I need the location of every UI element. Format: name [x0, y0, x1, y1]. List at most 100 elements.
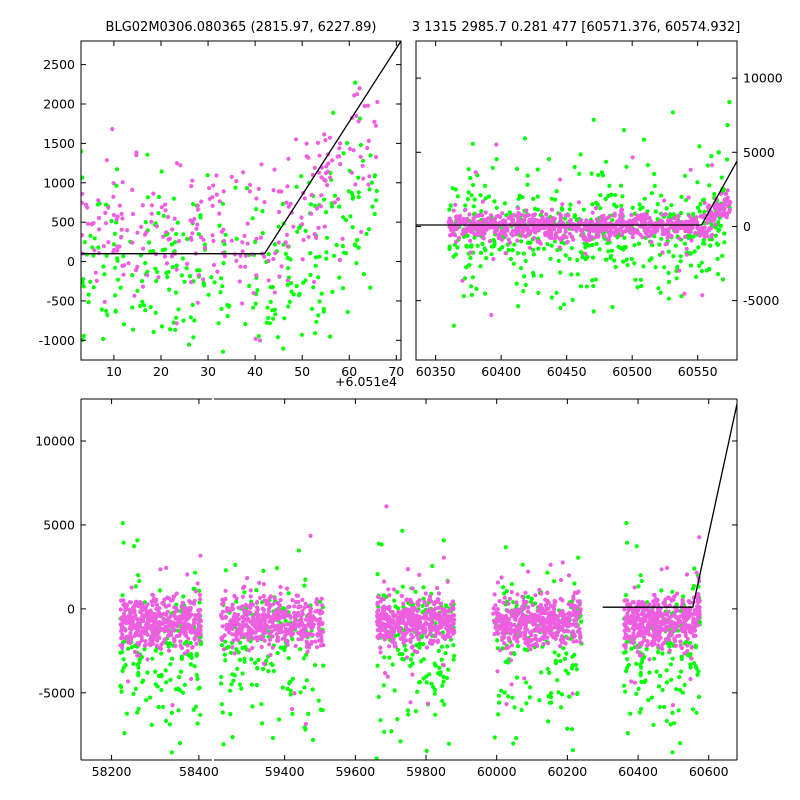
- data-point: [688, 226, 693, 231]
- data-point: [558, 305, 563, 311]
- data-point: [578, 640, 583, 645]
- data-point: [135, 641, 140, 646]
- data-point: [471, 182, 476, 188]
- data-point: [140, 279, 145, 284]
- data-point: [275, 600, 280, 606]
- data-point: [178, 639, 183, 644]
- data-point: [598, 219, 603, 224]
- data-point: [265, 305, 270, 310]
- data-point: [144, 230, 149, 235]
- data-point: [189, 184, 194, 189]
- data-point: [197, 612, 202, 617]
- data-point: [506, 635, 511, 640]
- data-point: [632, 261, 637, 266]
- data-point: [579, 619, 584, 624]
- data-point: [510, 248, 515, 253]
- data-point: [723, 191, 728, 196]
- data-point: [391, 618, 396, 623]
- data-point: [382, 604, 387, 609]
- data-point: [405, 708, 410, 713]
- data-point: [512, 634, 517, 639]
- data-point: [519, 707, 524, 713]
- data-point: [386, 635, 391, 640]
- data-point: [635, 649, 640, 655]
- data-point: [652, 171, 657, 177]
- data-point: [654, 669, 659, 674]
- data-point: [272, 611, 277, 616]
- data-point: [566, 671, 571, 676]
- data-point: [316, 275, 321, 280]
- data-point: [528, 685, 533, 690]
- data-point: [309, 211, 314, 216]
- data-point: [578, 609, 583, 614]
- data-point: [528, 630, 533, 635]
- data-point: [678, 741, 683, 746]
- data-point: [284, 609, 289, 614]
- data-point: [271, 602, 276, 607]
- data-point: [229, 682, 234, 687]
- data-point: [678, 669, 684, 674]
- data-point: [130, 240, 135, 245]
- data-point: [559, 640, 564, 645]
- data-point: [253, 660, 258, 666]
- data-point: [637, 653, 643, 658]
- data-point: [261, 661, 266, 666]
- data-point: [349, 170, 354, 175]
- data-point: [268, 637, 273, 642]
- data-point: [375, 602, 380, 607]
- data-point: [409, 632, 414, 637]
- data-point: [230, 602, 235, 607]
- data-point: [268, 285, 273, 290]
- data-point: [512, 616, 517, 621]
- data-point: [81, 333, 86, 338]
- data-point: [497, 599, 502, 604]
- data-point: [175, 220, 180, 225]
- data-point: [483, 291, 488, 296]
- data-point: [296, 610, 301, 616]
- data-point: [623, 649, 628, 655]
- data-point: [112, 231, 117, 236]
- data-point: [93, 270, 98, 275]
- data-point: [429, 681, 434, 686]
- data-point: [570, 297, 575, 303]
- data-point: [699, 268, 705, 274]
- data-point: [183, 630, 188, 635]
- data-point: [583, 257, 588, 262]
- data-point: [690, 644, 695, 650]
- data-point: [210, 233, 215, 238]
- data-point: [704, 268, 710, 273]
- data-point: [115, 277, 120, 282]
- data-point: [278, 597, 283, 603]
- data-point: [228, 688, 233, 693]
- data-point: [121, 322, 127, 327]
- data-point: [162, 617, 167, 622]
- data-point: [684, 252, 690, 257]
- data-point: [576, 589, 581, 594]
- data-point: [224, 622, 229, 628]
- data-point: [652, 183, 657, 188]
- data-point: [581, 207, 586, 212]
- data-point: [719, 175, 724, 180]
- data-point: [656, 286, 661, 291]
- data-point: [303, 721, 309, 727]
- data-point: [598, 193, 603, 198]
- data-point: [115, 214, 120, 219]
- data-point: [499, 575, 504, 580]
- data-point: [671, 721, 677, 726]
- data-point: [294, 284, 299, 289]
- data-point: [184, 266, 189, 271]
- data-point: [685, 649, 690, 654]
- data-point: [378, 650, 383, 655]
- data-point: [575, 258, 580, 263]
- data-point: [285, 686, 290, 692]
- data-point: [413, 589, 418, 594]
- data-point: [433, 712, 438, 717]
- data-point: [472, 235, 477, 240]
- data-point: [184, 614, 189, 620]
- data-point: [220, 602, 225, 607]
- data-point: [163, 612, 168, 617]
- data-point: [170, 597, 175, 602]
- data-point: [443, 651, 448, 656]
- data-point: [558, 659, 563, 664]
- data-point: [534, 226, 540, 231]
